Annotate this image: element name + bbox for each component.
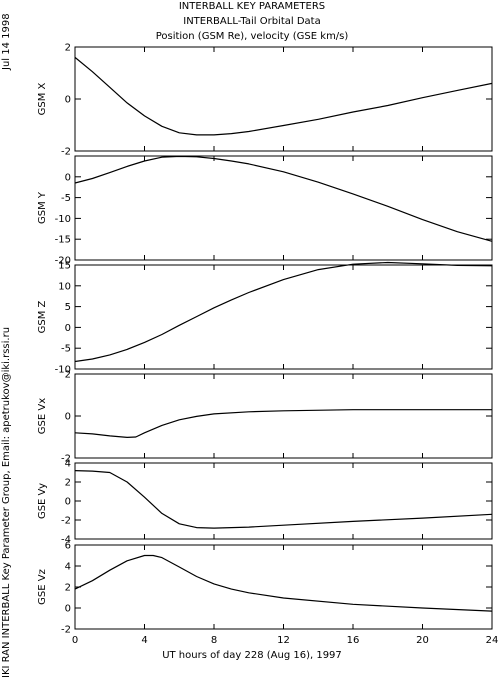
x-tick-label: 16 <box>347 635 360 646</box>
panel-frame <box>74 46 493 152</box>
panel-frame <box>74 373 493 459</box>
x-tick-label: 0 <box>72 635 78 646</box>
y-tick-label: -5 <box>61 344 71 355</box>
series-line <box>74 409 492 438</box>
y-tick-label: -4 <box>61 535 71 546</box>
y-tick-label: 4 <box>65 459 71 470</box>
y-tick-label: 0 <box>65 497 71 508</box>
y-tick-label: -2 <box>61 516 71 527</box>
y-tick-label: 0 <box>65 412 71 423</box>
y-tick-label: 10 <box>58 281 71 292</box>
y-tick-label: 6 <box>65 541 71 552</box>
y-tick-label: 0 <box>65 604 71 615</box>
y-tick-label: -2 <box>61 454 71 465</box>
y-tick-label: -10 <box>55 365 71 376</box>
y-tick-label: -15 <box>55 235 71 246</box>
series-line <box>74 155 493 242</box>
panel-frame <box>74 264 493 370</box>
chart-title: INTERBALL KEY PARAMETERS <box>178 1 326 12</box>
x-tick-label: 20 <box>416 635 429 646</box>
y-axis-label: GSM Y <box>37 191 48 224</box>
y-axis-label: GSM Z <box>37 300 48 333</box>
series-line <box>74 56 493 136</box>
x-axis-label: UT hours of day 228 (Aug 16), 1997 <box>162 650 342 661</box>
series-line <box>74 554 493 612</box>
x-tick-label: 24 <box>486 635 499 646</box>
y-axis-label: GSE Vy <box>37 483 48 519</box>
y-axis-label: GSE Vx <box>37 398 48 434</box>
x-tick-label: 4 <box>141 635 147 646</box>
y-tick-label: 4 <box>65 562 71 573</box>
y-tick-label: -20 <box>55 256 71 267</box>
y-tick-label: 15 <box>58 261 71 272</box>
x-tick-label: 8 <box>211 635 217 646</box>
y-tick-label: 0 <box>65 323 71 334</box>
x-tick-label: 12 <box>277 635 290 646</box>
y-tick-label: -2 <box>61 147 71 158</box>
chart-subtitle-2: Position (GSM Re), velocity (GSE km/s) <box>155 31 349 42</box>
y-tick-label: 2 <box>65 43 71 54</box>
y-axis-label: GSM X <box>37 82 48 115</box>
y-tick-label: 2 <box>65 478 71 489</box>
series-line <box>74 470 493 529</box>
series-line <box>74 261 493 363</box>
y-tick-label: 0 <box>65 172 71 183</box>
y-tick-label: -10 <box>55 214 71 225</box>
y-tick-label: -5 <box>61 193 71 204</box>
y-tick-label: -2 <box>61 625 71 636</box>
y-axis-label: GSE Vz <box>37 569 48 605</box>
y-tick-label: 2 <box>65 583 71 594</box>
y-tick-label: 2 <box>65 370 71 381</box>
y-tick-label: 0 <box>65 95 71 106</box>
chart-subtitle-1: INTERBALL-Tail Orbital Data <box>183 16 321 27</box>
panel-frame <box>74 462 493 540</box>
y-tick-label: 5 <box>65 302 71 313</box>
